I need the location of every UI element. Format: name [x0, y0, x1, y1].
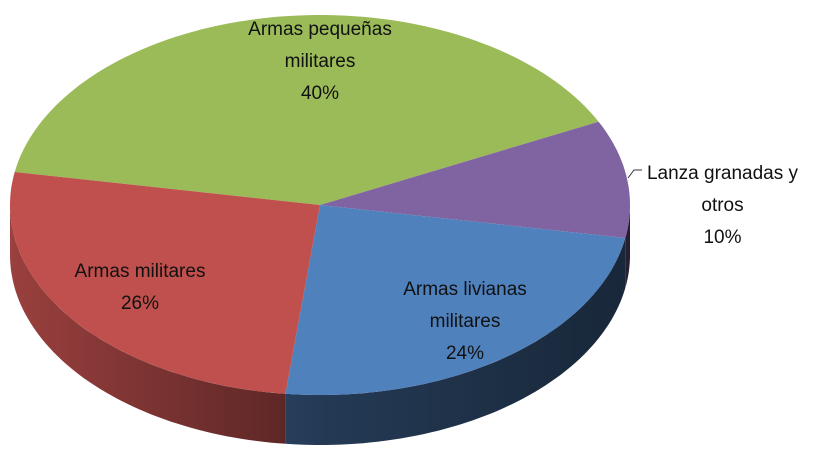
value-label: 10% [703, 227, 742, 248]
slice [14, 15, 599, 205]
data-label: Armas livianas militares 24% [375, 274, 555, 370]
value-label: 26% [120, 293, 160, 314]
category-label: Armas militares [74, 261, 206, 282]
slice [285, 205, 626, 395]
slice-side [285, 238, 626, 445]
slice-side [625, 205, 630, 288]
leader-line [627, 169, 642, 179]
category-label: Armas pequeñas militares [248, 19, 392, 72]
category-label: Lanza granadas y otros [646, 163, 799, 216]
data-label: Armas militares 26% [35, 256, 245, 320]
slice [10, 172, 320, 394]
value-label: 24% [445, 343, 485, 364]
category-label: Armas livianas militares [403, 279, 527, 332]
slice [320, 121, 630, 238]
data-label: Lanza granadas y otros 10% [630, 158, 815, 254]
value-label: 40% [300, 83, 340, 104]
data-label: Armas pequeñas militares 40% [220, 14, 420, 110]
